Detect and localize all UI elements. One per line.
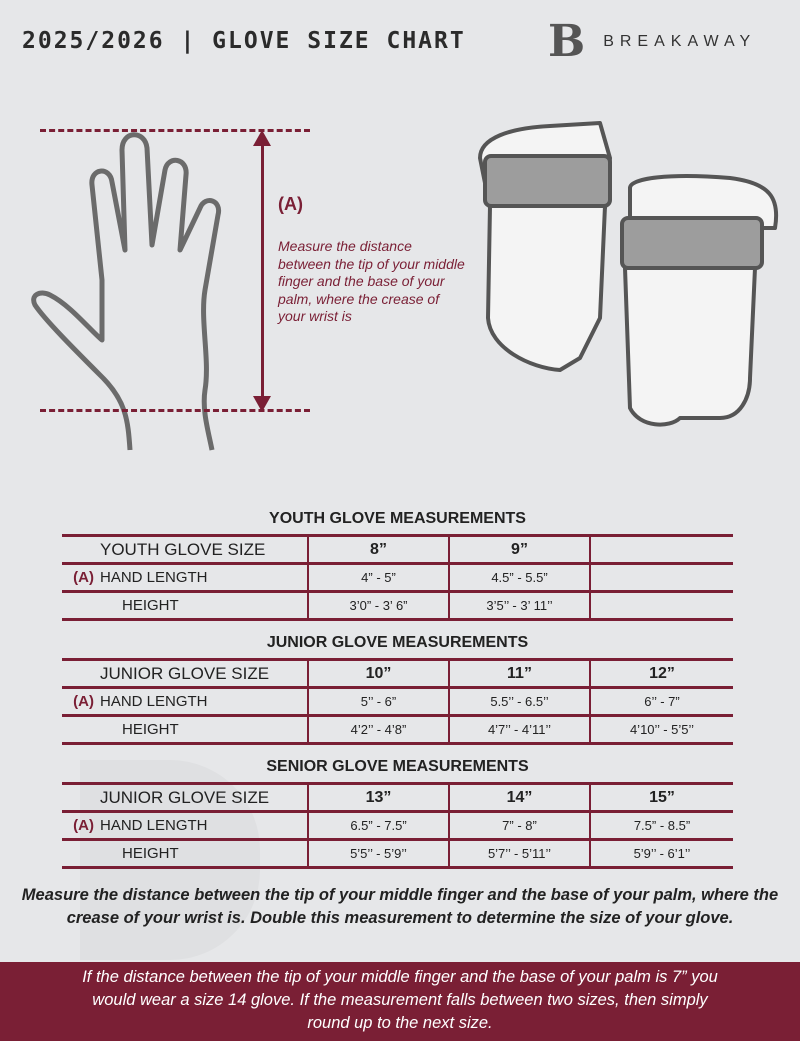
measure-description: Measure the distance between the tip of … bbox=[278, 238, 465, 324]
cell: 5.5’’ - 6.5’’ bbox=[448, 686, 590, 717]
size-cell: 9” bbox=[448, 534, 590, 565]
row-label: (A) HAND LENGTH bbox=[62, 562, 308, 593]
marker-a: (A) bbox=[73, 569, 94, 586]
marker-a: (A) bbox=[73, 693, 94, 710]
cell: 5’7’’ - 5’11’’ bbox=[448, 838, 590, 869]
cell: 4’2’’ - 4’8” bbox=[307, 714, 449, 745]
cell: 6.5” - 7.5” bbox=[307, 810, 449, 841]
row-label: HEIGHT bbox=[62, 590, 308, 621]
junior-section: JUNIOR GLOVE MEASUREMENTS JUNIOR GLOVE S… bbox=[62, 634, 733, 745]
row-label: HEIGHT bbox=[62, 838, 308, 869]
table-row: YOUTH GLOVE SIZE 8” 9” bbox=[62, 534, 733, 565]
section-title: SENIOR GLOVE MEASUREMENTS bbox=[266, 758, 529, 775]
cell: 7.5” - 8.5” bbox=[589, 810, 733, 841]
senior-table: JUNIOR GLOVE SIZE 13” 14” 15” (A) HAND LENGT… bbox=[62, 782, 733, 869]
table-row: JUNIOR GLOVE SIZE 10” 11” 12” bbox=[62, 658, 733, 689]
table-row: (A) HAND LENGTH 6.5” - 7.5” 7” - 8” 7.5” - 8… bbox=[62, 810, 733, 841]
label: HAND LENGTH bbox=[100, 569, 208, 586]
table-row: HEIGHT 5’5’’ - 5’9’’ 5’7’’ - 5’11’’ 5’9’’ -… bbox=[62, 838, 733, 869]
cell bbox=[589, 562, 733, 593]
brand-mark: B bbox=[548, 16, 586, 67]
row-label: JUNIOR GLOVE SIZE bbox=[62, 658, 308, 689]
table-row: HEIGHT 4’2’’ - 4’8” 4’7’’ - 4’11’’ 4’10’’ -… bbox=[62, 714, 733, 745]
cell: 3’5’’ - 3’ 11’’ bbox=[448, 590, 590, 621]
glove-illustration bbox=[478, 121, 779, 427]
section-title: JUNIOR GLOVE MEASUREMENTS bbox=[266, 634, 529, 651]
cell: 5’5’’ - 5’9’’ bbox=[307, 838, 449, 869]
table-row: HEIGHT 3’0” - 3’ 6” 3’5’’ - 3’ 11’’ bbox=[62, 590, 733, 621]
top-measure-line bbox=[40, 129, 310, 132]
row-label: HEIGHT bbox=[62, 714, 308, 745]
cell: 7” - 8” bbox=[448, 810, 590, 841]
senior-section: SENIOR GLOVE MEASUREMENTS JUNIOR GLOVE S… bbox=[62, 758, 733, 869]
size-cell: 13” bbox=[307, 782, 449, 813]
footer-banner: If the distance between the tip of your … bbox=[0, 962, 800, 1041]
measure-label: (A) bbox=[278, 194, 303, 214]
table-row: (A) HAND LENGTH 4” - 5” 4.5” - 5.5” bbox=[62, 562, 733, 593]
cell: 6’’ - 7” bbox=[589, 686, 733, 717]
size-cell: 11” bbox=[448, 658, 590, 689]
size-cell: 8” bbox=[307, 534, 449, 565]
junior-table: JUNIOR GLOVE SIZE 10” 11” 12” (A) HAND LENGT… bbox=[62, 658, 733, 745]
cell: 4.5” - 5.5” bbox=[448, 562, 590, 593]
hand-illustration bbox=[31, 132, 222, 451]
label: HAND LENGTH bbox=[100, 693, 208, 710]
size-cell: 10” bbox=[307, 658, 449, 689]
row-label: (A) HAND LENGTH bbox=[62, 810, 308, 841]
brand-logo: B BREAKAWAY bbox=[548, 16, 757, 67]
cell bbox=[589, 590, 733, 621]
arrow-up-icon bbox=[253, 130, 271, 146]
row-label: (A) HAND LENGTH bbox=[62, 686, 308, 717]
size-cell: 14” bbox=[448, 782, 590, 813]
table-row: JUNIOR GLOVE SIZE 13” 14” 15” bbox=[62, 782, 733, 813]
measurement-note: Measure the distance between the tip of … bbox=[21, 886, 779, 927]
marker-a: (A) bbox=[73, 817, 94, 834]
row-label: JUNIOR GLOVE SIZE bbox=[62, 782, 308, 813]
size-cell bbox=[589, 534, 733, 565]
cell: 4” - 5” bbox=[307, 562, 449, 593]
youth-table: YOUTH GLOVE SIZE 8” 9” (A) HAND LENGTH 4” - … bbox=[62, 534, 733, 621]
cell: 5’’ - 6” bbox=[307, 686, 449, 717]
label: HAND LENGTH bbox=[100, 817, 208, 834]
size-cell: 12” bbox=[589, 658, 733, 689]
cell: 5’9’’ - 6’1’’ bbox=[589, 838, 733, 869]
arrow-down-icon bbox=[253, 396, 271, 412]
page-title: 2025/2026 | GLOVE SIZE CHART bbox=[22, 28, 466, 54]
youth-section: YOUTH GLOVE MEASUREMENTS YOUTH GLOVE SIZ… bbox=[62, 510, 733, 621]
section-title: YOUTH GLOVE MEASUREMENTS bbox=[269, 510, 526, 527]
brand-name: BREAKAWAY bbox=[603, 33, 757, 50]
table-row: (A) HAND LENGTH 5’’ - 6” 5.5’’ - 6.5’’ 6’’ -… bbox=[62, 686, 733, 717]
cell: 4’10’’ - 5’5’’ bbox=[589, 714, 733, 745]
row-label: YOUTH GLOVE SIZE bbox=[62, 534, 308, 565]
cell: 4’7’’ - 4’11’’ bbox=[448, 714, 590, 745]
bottom-measure-line bbox=[40, 409, 310, 412]
size-cell: 15” bbox=[589, 782, 733, 813]
measure-arrow bbox=[261, 138, 264, 404]
cell: 3’0” - 3’ 6” bbox=[307, 590, 449, 621]
